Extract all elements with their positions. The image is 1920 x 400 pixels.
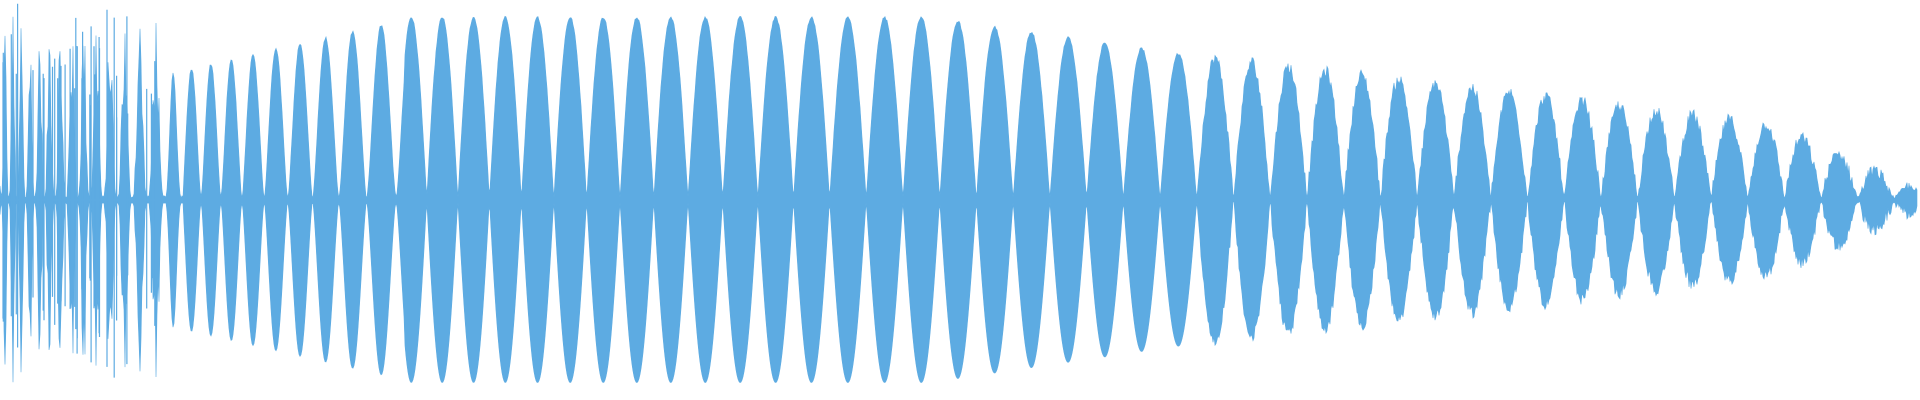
page: Waveform {} html, body { margin: 0; padd… [0, 3, 1918, 383]
waveform-view [0, 3, 1918, 383]
page-body: (() => { const data = JSON.parse(documen… [0, 3, 1918, 383]
